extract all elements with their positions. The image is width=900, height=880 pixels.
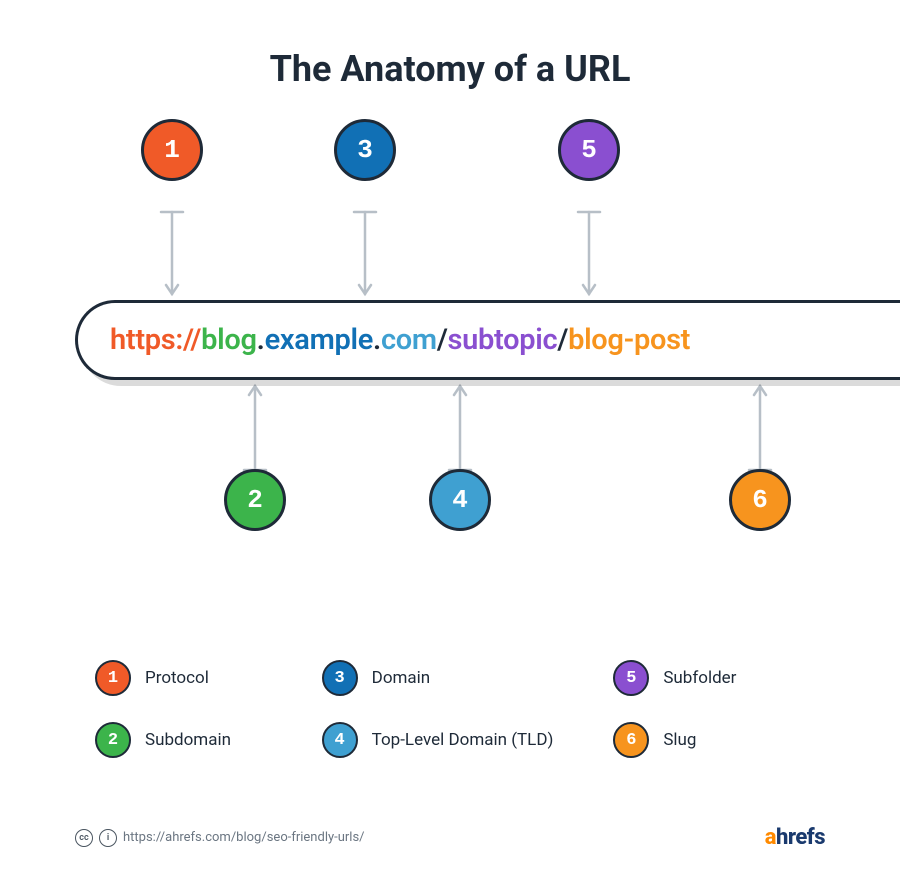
legend-label-3: Domain (372, 668, 431, 688)
url-part-slash1: / (437, 323, 448, 357)
footer: cc i https://ahrefs.com/blog/seo-friendl… (75, 825, 825, 850)
marker-circle-6: 6 (729, 469, 791, 531)
marker-circle-4: 4 (429, 469, 491, 531)
url-part-protocol: https:// (110, 323, 201, 357)
url-part-dot1: . (257, 323, 265, 357)
url-bar: https://blog.example.com/subtopic/blog-p… (75, 300, 900, 380)
legend: 1 Protocol 3 Domain 5 Subfolder 2 Subdomain 4 Top… (95, 660, 830, 758)
url-part-tld: com (381, 323, 437, 357)
brand-rest: hrefs (776, 825, 825, 850)
legend-item-1: 1 Protocol (95, 660, 312, 696)
marker-circle-3: 3 (334, 119, 396, 181)
legend-circle-3: 3 (322, 660, 358, 696)
marker-circle-2: 2 (224, 469, 286, 531)
legend-item-4: 4 Top-Level Domain (TLD) (322, 722, 604, 758)
brand-logo: ahrefs (765, 825, 825, 850)
url-anatomy-diagram: https://blog.example.com/subtopic/blog-p… (0, 100, 900, 600)
url-part-slash2: / (557, 323, 568, 357)
legend-item-3: 3 Domain (322, 660, 604, 696)
legend-item-5: 5 Subfolder (613, 660, 830, 696)
url-part-dot2: . (373, 323, 381, 357)
legend-item-2: 2 Subdomain (95, 722, 312, 758)
legend-label-4: Top-Level Domain (TLD) (372, 730, 554, 750)
attribution: cc i https://ahrefs.com/blog/seo-friendl… (75, 829, 365, 847)
legend-item-6: 6 Slug (613, 722, 830, 758)
url-part-domain: example (265, 323, 373, 357)
legend-circle-1: 1 (95, 660, 131, 696)
legend-circle-5: 5 (613, 660, 649, 696)
legend-circle-2: 2 (95, 722, 131, 758)
legend-label-6: Slug (663, 730, 696, 750)
cc-icon: cc (75, 829, 93, 847)
legend-circle-4: 4 (322, 722, 358, 758)
url-part-slug: blog-post (568, 323, 690, 357)
marker-circle-1: 1 (141, 119, 203, 181)
legend-circle-6: 6 (613, 722, 649, 758)
url-part-subfolder: subtopic (448, 323, 558, 357)
by-icon: i (99, 829, 117, 847)
legend-label-2: Subdomain (145, 730, 231, 750)
marker-circle-5: 5 (558, 119, 620, 181)
legend-label-1: Protocol (145, 668, 209, 688)
brand-first-letter: a (765, 825, 776, 850)
url-part-subdomain: blog (201, 323, 257, 357)
legend-label-5: Subfolder (663, 668, 736, 688)
page-title: The Anatomy of a URL (0, 0, 900, 90)
source-url-text: https://ahrefs.com/blog/seo-friendly-url… (123, 830, 365, 845)
